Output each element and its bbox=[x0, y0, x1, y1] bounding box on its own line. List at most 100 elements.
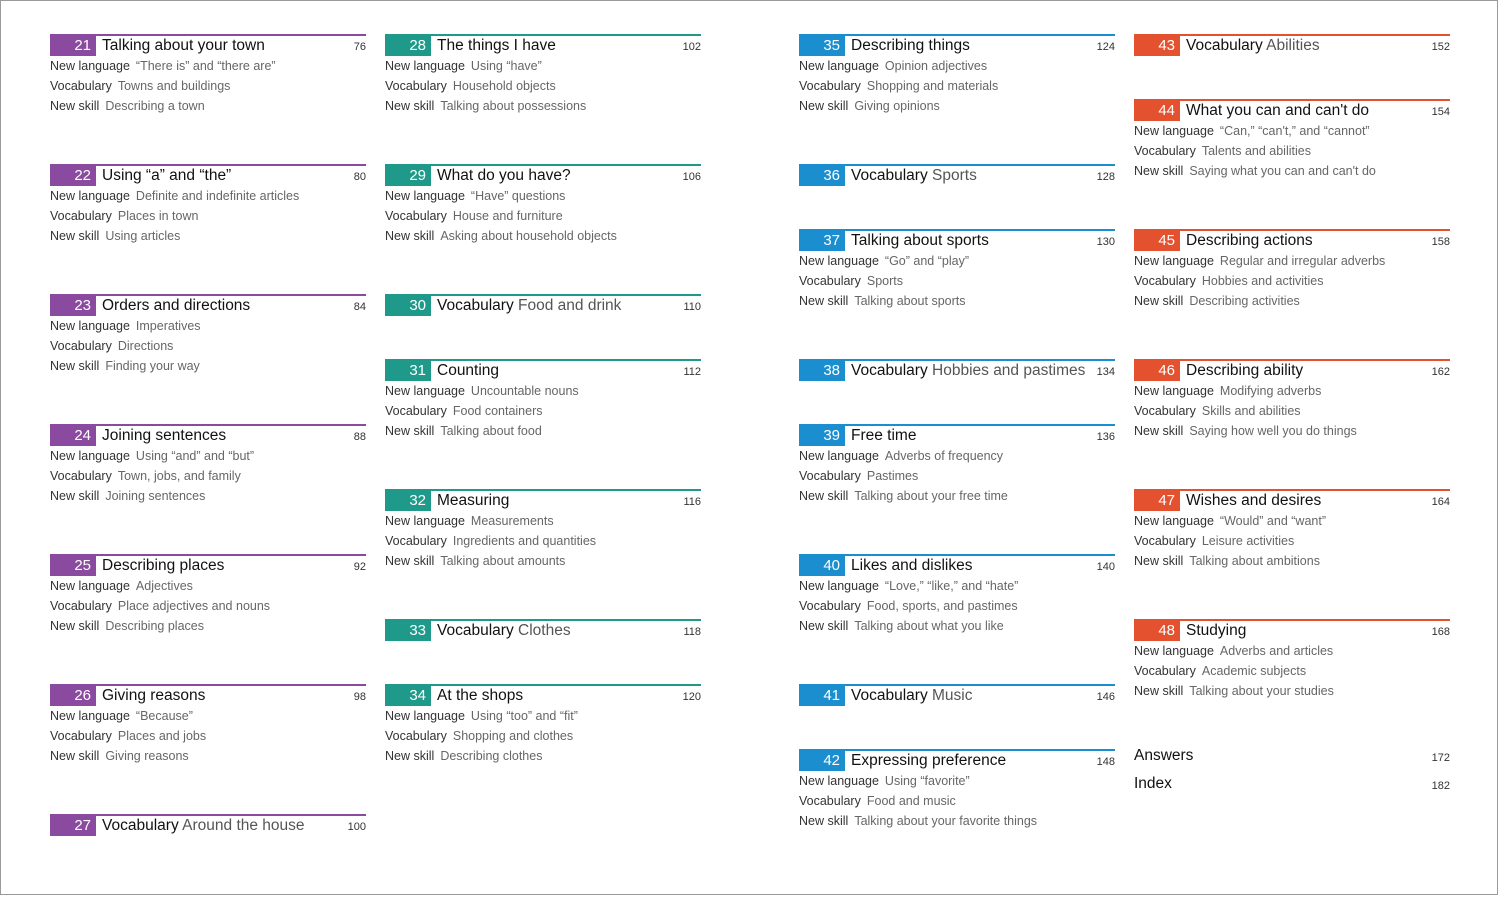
detail-label: New language bbox=[1134, 124, 1214, 138]
new-language-line: New language “There is” and “there are” bbox=[50, 56, 366, 76]
page-number: 80 bbox=[353, 171, 366, 183]
toc-entry[interactable]: 29 What do you have? 106 New language “Have”… bbox=[385, 164, 701, 246]
toc-entry-header: 23 Orders and directions 84 bbox=[50, 294, 366, 316]
toc-entry[interactable]: 33 Vocabulary Clothes 118 bbox=[385, 619, 701, 641]
page-number: 116 bbox=[683, 496, 701, 508]
chapter-number-badge: 31 bbox=[385, 361, 431, 381]
toc-entry[interactable]: 32 Measuring 116 New language Measurements Vo… bbox=[385, 489, 701, 571]
vocabulary-line: Vocabulary Hobbies and activities bbox=[1134, 271, 1450, 291]
chapter-number-badge: 42 bbox=[799, 751, 845, 771]
chapter-title: Studying bbox=[1186, 622, 1246, 640]
detail-label: New language bbox=[799, 254, 879, 268]
chapter-title-text: Giving reasons bbox=[102, 687, 206, 704]
toc-entry[interactable]: 28 The things I have 102 New language Using … bbox=[385, 34, 701, 116]
vocabulary-line: Vocabulary Academic subjects bbox=[1134, 661, 1450, 681]
new-language-line: New language Adverbs of frequency bbox=[799, 446, 1115, 466]
toc-entry[interactable]: 27 Vocabulary Around the house 100 bbox=[50, 814, 366, 836]
chapter-title-text: Joining sentences bbox=[102, 427, 227, 444]
page-number: 154 bbox=[1431, 106, 1450, 118]
chapter-title: Describing ability bbox=[1186, 362, 1303, 380]
chapter-title: What you can and can't do bbox=[1186, 102, 1369, 120]
chapter-number-badge: 27 bbox=[50, 816, 96, 836]
detail-label: New language bbox=[799, 59, 879, 73]
detail-label: Vocabulary bbox=[799, 79, 861, 93]
chapter-title-text: Likes and dislikes bbox=[851, 557, 973, 574]
chapter-subtitle: Around the house bbox=[182, 817, 305, 834]
chapter-title-text: Counting bbox=[437, 362, 500, 379]
toc-entry[interactable]: 44 What you can and can't do 154 New langua… bbox=[1134, 99, 1450, 181]
chapter-title: Vocabulary Abilities bbox=[1186, 37, 1320, 55]
detail-label: Vocabulary bbox=[1134, 274, 1196, 288]
detail-text: Food, sports, and pastimes bbox=[866, 599, 1018, 613]
toc-entry[interactable]: 22 Using “a” and “the” 80 New language Defin… bbox=[50, 164, 366, 246]
detail-text: Saying how well you do things bbox=[1189, 424, 1357, 438]
detail-label: New language bbox=[385, 514, 465, 528]
detail-text: Opinion adjectives bbox=[884, 59, 988, 73]
toc-entry[interactable]: 37 Talking about sports 130 New language “Go… bbox=[799, 229, 1115, 311]
chapter-title-text: Vocabulary bbox=[102, 817, 179, 834]
toc-entry[interactable]: 24 Joining sentences 88 New language Using “… bbox=[50, 424, 366, 506]
detail-label: New skill bbox=[1134, 684, 1184, 698]
new-language-line: New language Using “favorite” bbox=[799, 771, 1115, 791]
toc-entry[interactable]: 41 Vocabulary Music 146 bbox=[799, 684, 1115, 706]
chapter-title-text: What you can and can't do bbox=[1186, 102, 1370, 119]
page-number: 130 bbox=[1096, 236, 1115, 248]
chapter-subtitle: Music bbox=[932, 687, 973, 704]
toc-entry[interactable]: 30 Vocabulary Food and drink 110 bbox=[385, 294, 701, 316]
chapter-number-badge: 41 bbox=[799, 686, 845, 706]
toc-entry[interactable]: 43 Vocabulary Abilities 152 bbox=[1134, 34, 1450, 56]
detail-label: New language bbox=[385, 59, 465, 73]
chapter-title-text: Free time bbox=[851, 427, 917, 444]
toc-entry[interactable]: 40 Likes and dislikes 140 New language “Love… bbox=[799, 554, 1115, 636]
detail-text: Directions bbox=[117, 339, 174, 353]
detail-label: New skill bbox=[385, 424, 435, 438]
toc-entry[interactable]: 38 Vocabulary Hobbies and pastimes 134 bbox=[799, 359, 1115, 381]
detail-label: New skill bbox=[1134, 554, 1184, 568]
toc-entry[interactable]: 26 Giving reasons 98 New language “Because” V… bbox=[50, 684, 366, 766]
chapter-title: Vocabulary Around the house bbox=[102, 817, 305, 835]
detail-label: New language bbox=[1134, 644, 1214, 658]
toc-entry[interactable]: 25 Describing places 92 New language Adjecti… bbox=[50, 554, 366, 636]
toc-entry[interactable]: 36 Vocabulary Sports 128 bbox=[799, 164, 1115, 186]
toc-entry[interactable]: 42 Expressing preference 148 New language Us… bbox=[799, 749, 1115, 831]
detail-text: Regular and irregular adverbs bbox=[1219, 254, 1386, 268]
toc-entry[interactable]: 23 Orders and directions 84 New language Imp… bbox=[50, 294, 366, 376]
page-number: 136 bbox=[1096, 431, 1115, 443]
detail-label: New language bbox=[799, 449, 879, 463]
chapter-title-text: Measuring bbox=[437, 492, 510, 509]
page-number: 92 bbox=[353, 561, 366, 573]
new-skill-line: New skill Asking about household objects bbox=[385, 226, 701, 246]
detail-label: New language bbox=[385, 189, 465, 203]
toc-entry[interactable]: 45 Describing actions 158 New language Regul… bbox=[1134, 229, 1450, 311]
toc-entry[interactable]: 39 Free time 136 New language Adverbs of fre… bbox=[799, 424, 1115, 506]
toc-entry[interactable]: 31 Counting 112 New language Uncountable nou… bbox=[385, 359, 701, 441]
chapter-title-text: Using “a” and “the” bbox=[102, 167, 232, 184]
detail-label: New skill bbox=[385, 554, 435, 568]
chapter-number-badge: 30 bbox=[385, 296, 431, 316]
toc-entry[interactable]: 35 Describing things 124 New language Opinio… bbox=[799, 34, 1115, 116]
toc-entry[interactable]: 48 Studying 168 New language Adverbs and art… bbox=[1134, 619, 1450, 701]
page-number: 172 bbox=[1431, 752, 1450, 764]
back-matter-entry[interactable]: Answers 172 bbox=[1134, 747, 1450, 769]
detail-text: Leisure activities bbox=[1201, 534, 1295, 548]
chapter-subtitle: Clothes bbox=[518, 622, 571, 639]
toc-entry[interactable]: 47 Wishes and desires 164 New language “Woul… bbox=[1134, 489, 1450, 571]
page-number: 100 bbox=[347, 821, 366, 833]
detail-label: New language bbox=[1134, 254, 1214, 268]
back-matter-entry[interactable]: Index 182 bbox=[1134, 775, 1450, 797]
toc-entry[interactable]: 46 Describing ability 162 New language Modif… bbox=[1134, 359, 1450, 441]
toc-entry[interactable]: 21 Talking about your town 76 New language “… bbox=[50, 34, 366, 116]
detail-label: New language bbox=[385, 709, 465, 723]
detail-label: New skill bbox=[50, 229, 100, 243]
new-skill-line: New skill Talking about what you like bbox=[799, 616, 1115, 636]
toc-entry[interactable]: 34 At the shops 120 New language Using “too”… bbox=[385, 684, 701, 766]
toc-entry-header: 48 Studying 168 bbox=[1134, 619, 1450, 641]
detail-text: “Can,” “can't,” and “cannot” bbox=[1219, 124, 1370, 138]
chapter-number-badge: 32 bbox=[385, 491, 431, 511]
new-skill-line: New skill Talking about your favorite thi… bbox=[799, 811, 1115, 831]
page-number: 158 bbox=[1431, 236, 1450, 248]
detail-text: Using “and” and “but” bbox=[135, 449, 255, 463]
chapter-title: Vocabulary Sports bbox=[851, 167, 977, 185]
detail-text: Adverbs of frequency bbox=[884, 449, 1004, 463]
